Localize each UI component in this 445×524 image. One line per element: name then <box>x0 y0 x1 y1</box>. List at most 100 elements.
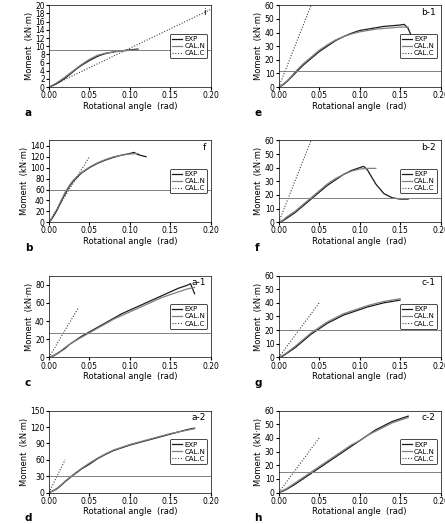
Line: CAL.N: CAL.N <box>49 154 138 222</box>
CAL.N <box>280 487 285 494</box>
CAL.N <box>176 429 181 435</box>
CAL.N <box>71 177 76 183</box>
CAL.N <box>127 151 133 157</box>
Line: CAL.C: CAL.C <box>49 9 211 87</box>
X-axis label: Rotational angle  (rad): Rotational angle (rad) <box>83 372 177 381</box>
EXP <box>127 442 133 448</box>
EXP <box>365 167 370 173</box>
CAL.N <box>308 54 314 60</box>
CAL.N <box>151 298 157 304</box>
EXP <box>95 53 100 60</box>
CAL.N <box>103 451 108 457</box>
EXP <box>50 353 56 359</box>
CAL.N <box>135 150 141 157</box>
EXP <box>95 455 100 462</box>
CAL.N <box>300 336 306 343</box>
EXP <box>316 189 322 195</box>
EXP <box>397 196 403 202</box>
X-axis label: Rotational angle  (rad): Rotational angle (rad) <box>312 507 407 516</box>
Line: CAL.C: CAL.C <box>279 438 319 493</box>
Line: EXP: EXP <box>49 283 194 357</box>
EXP <box>405 413 411 419</box>
CAL.N <box>58 77 64 83</box>
CAL.N <box>405 24 411 30</box>
EXP <box>115 48 121 54</box>
EXP <box>409 35 415 41</box>
EXP <box>71 69 76 75</box>
EXP <box>119 311 125 317</box>
CAL.N <box>357 438 362 444</box>
CAL.N <box>373 165 379 171</box>
CAL.N <box>288 74 294 80</box>
CAL.N <box>365 302 370 309</box>
CAL.N <box>62 74 68 80</box>
EXP <box>87 329 92 335</box>
CAL.N <box>103 156 108 162</box>
CAL.N <box>143 437 149 443</box>
Text: a-1: a-1 <box>191 278 206 287</box>
EXP <box>405 196 411 202</box>
CAL.N <box>349 442 354 448</box>
CAL.N <box>58 482 64 488</box>
EXP <box>357 307 362 313</box>
EXP <box>111 154 116 160</box>
CAL.N <box>284 78 290 84</box>
Text: f: f <box>255 243 259 253</box>
Text: c: c <box>24 378 31 388</box>
Line: CAL.N: CAL.N <box>49 429 194 493</box>
EXP <box>401 21 407 27</box>
CAL.N <box>119 48 125 54</box>
CAL.N <box>300 61 306 67</box>
CAL.N <box>300 474 306 481</box>
CAL.N <box>51 212 57 218</box>
EXP <box>176 429 181 435</box>
CAL.N <box>389 420 395 426</box>
Line: CAL.C: CAL.C <box>279 5 311 87</box>
Legend: EXP, CAL.N, CAL.C: EXP, CAL.N, CAL.C <box>170 440 207 464</box>
EXP <box>389 194 395 201</box>
CAL.N <box>276 489 281 496</box>
CAL.N <box>87 164 92 170</box>
CAL.N <box>405 414 411 421</box>
EXP <box>111 49 116 55</box>
CAL.N <box>284 485 290 492</box>
EXP <box>127 150 133 157</box>
Legend: EXP, CAL.N, CAL.C: EXP, CAL.N, CAL.C <box>400 169 437 193</box>
EXP <box>349 443 354 449</box>
Line: EXP: EXP <box>279 300 400 357</box>
CAL.N <box>324 319 330 325</box>
EXP <box>71 472 76 478</box>
EXP <box>341 34 346 40</box>
Y-axis label: Moment  (kN·m): Moment (kN·m) <box>20 147 29 215</box>
EXP <box>341 171 346 178</box>
EXP <box>62 345 68 352</box>
EXP <box>389 23 395 29</box>
EXP <box>381 422 387 429</box>
CAL.C <box>54 473 60 479</box>
Legend: EXP, CAL.N, CAL.C: EXP, CAL.N, CAL.C <box>400 440 437 464</box>
Text: h: h <box>255 513 262 523</box>
EXP <box>316 325 322 332</box>
EXP <box>333 38 338 44</box>
Legend: EXP, CAL.N, CAL.C: EXP, CAL.N, CAL.C <box>170 169 207 193</box>
EXP <box>160 292 165 299</box>
EXP <box>66 72 72 78</box>
CAL.N <box>87 330 92 336</box>
CAL.N <box>127 441 133 447</box>
Text: b-1: b-1 <box>421 8 436 17</box>
EXP <box>276 84 281 90</box>
EXP <box>184 427 189 433</box>
EXP <box>79 170 84 176</box>
CAL.N <box>79 465 84 472</box>
CAL.N <box>111 154 116 160</box>
CAL.N <box>365 165 370 171</box>
CAL.N <box>71 472 76 478</box>
CAL.N <box>168 430 173 436</box>
Y-axis label: Moment  (kN·m): Moment (kN·m) <box>255 147 263 215</box>
CAL.N <box>357 166 362 172</box>
EXP <box>95 324 100 331</box>
EXP <box>135 151 141 158</box>
EXP <box>276 489 281 496</box>
EXP <box>288 74 294 81</box>
CAL.C <box>87 154 92 160</box>
